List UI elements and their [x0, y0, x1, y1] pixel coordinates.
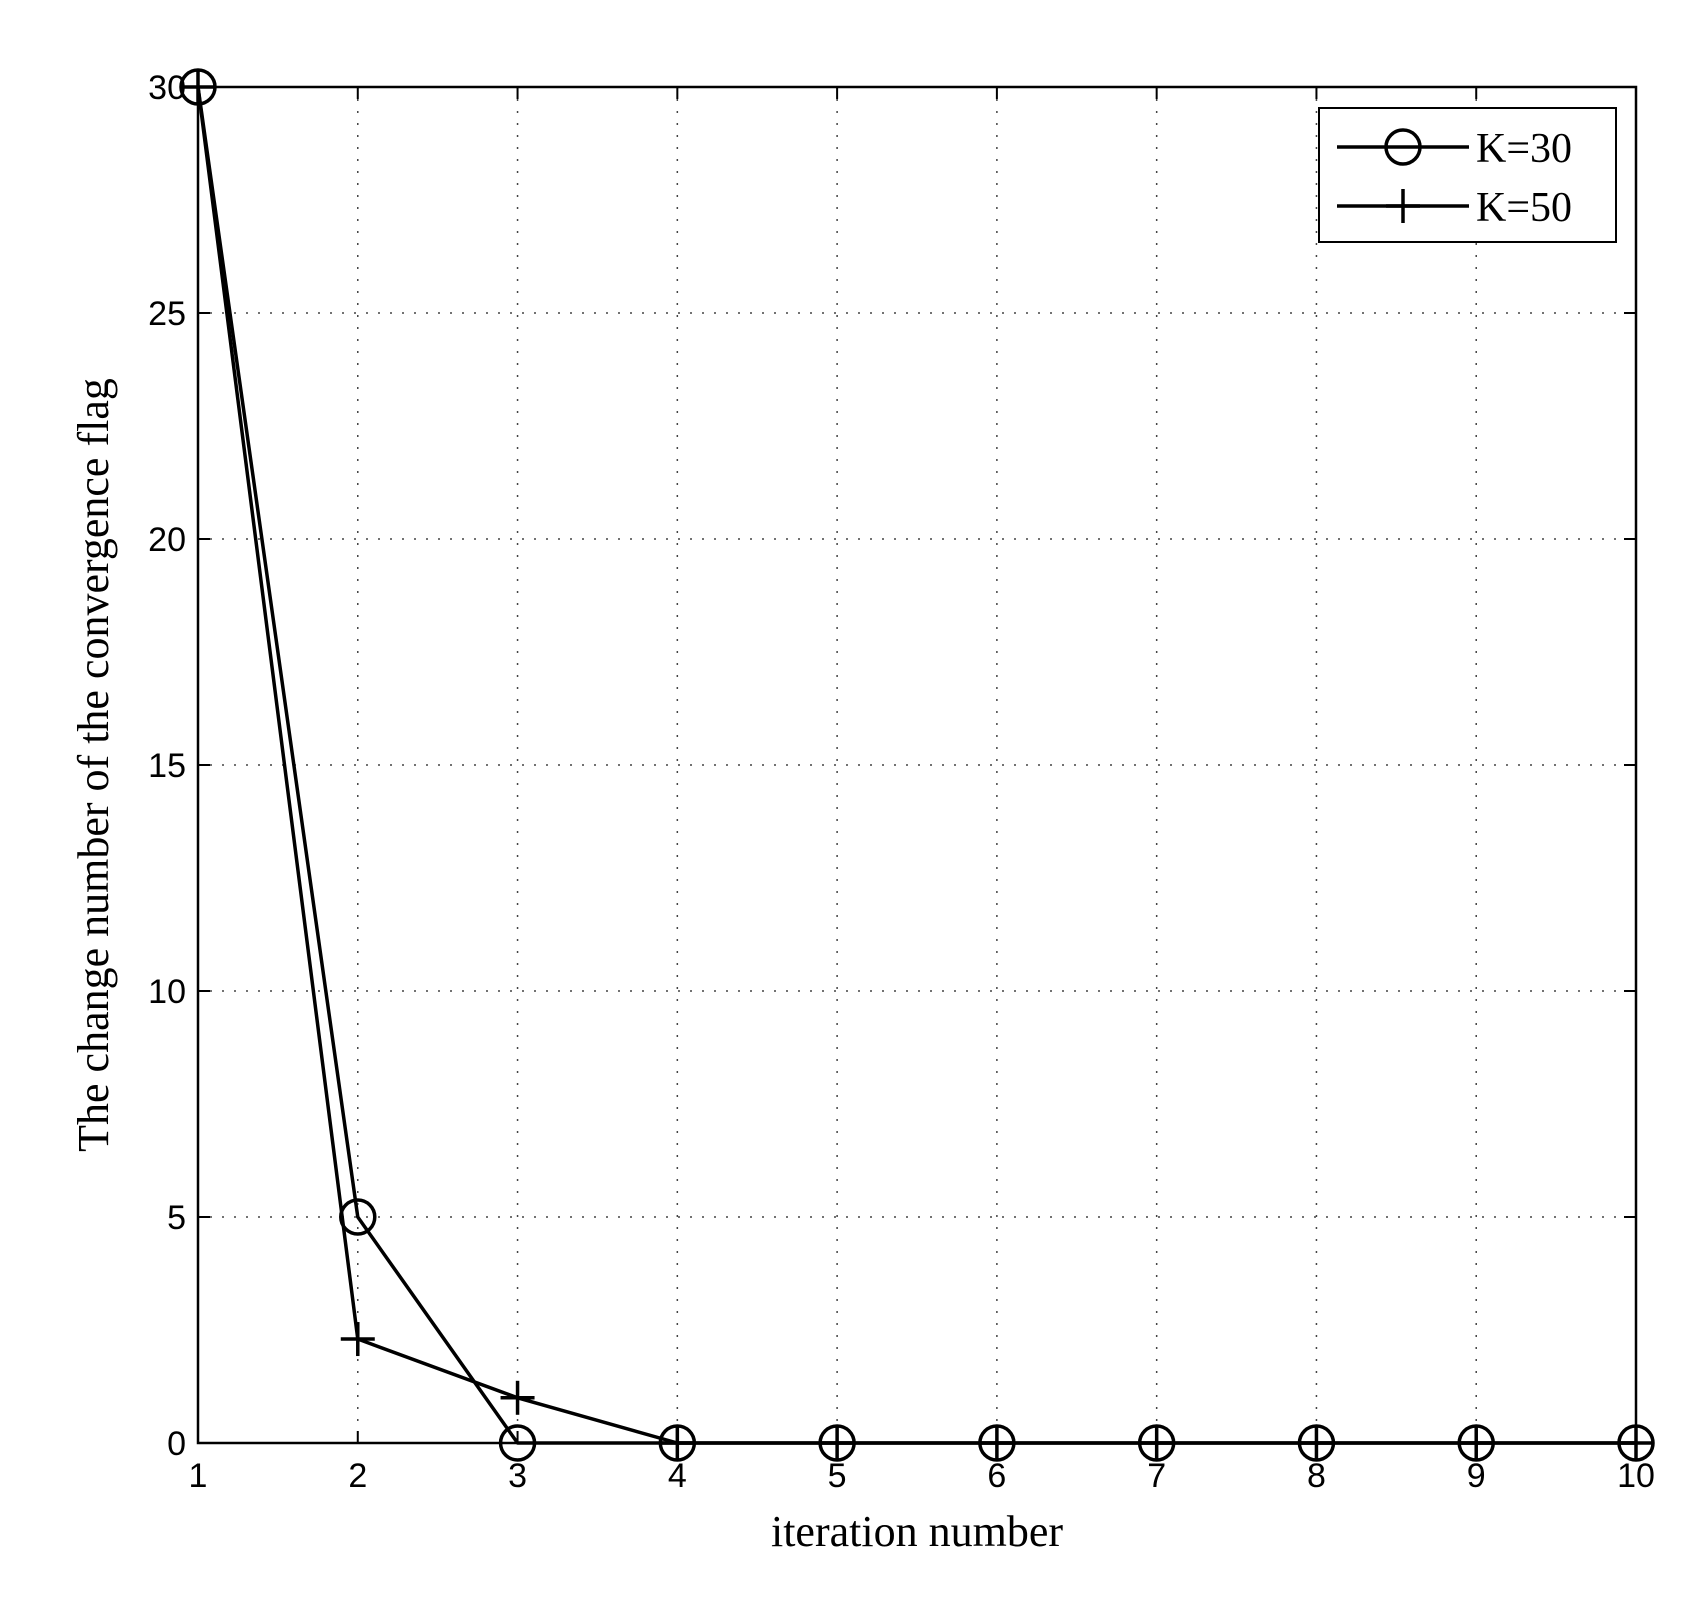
- x-tick-label: 9: [1467, 1457, 1486, 1495]
- data-point-k-50: [1299, 1426, 1334, 1460]
- data-point-k-50: [979, 1426, 1014, 1460]
- axis-ticks: [197, 86, 1637, 1444]
- y-tick-label: 20: [148, 521, 186, 559]
- x-tick-label: 4: [668, 1457, 687, 1495]
- data-point-k-30: [498, 1424, 537, 1462]
- legend-item-k-50: K=50: [1337, 185, 1572, 231]
- data-point-k-50: [820, 1426, 855, 1460]
- x-tick-label: 1: [189, 1457, 208, 1495]
- series-k-50: [181, 70, 1653, 1460]
- y-tick-label: 25: [148, 295, 186, 333]
- series-line-k-30: [196, 86, 1636, 1445]
- legend-marker-k-30: [1384, 128, 1422, 166]
- series-k-30: [179, 68, 1655, 1462]
- legend-item-k-30: K=30: [1337, 126, 1572, 172]
- x-tick-label: 6: [987, 1457, 1006, 1495]
- data-point-k-50: [1619, 1426, 1653, 1460]
- data-point-k-50: [1459, 1426, 1494, 1460]
- legend-marker-k-50: [1386, 189, 1420, 223]
- y-tick-label: 5: [167, 1199, 186, 1237]
- data-series: [179, 68, 1655, 1462]
- x-tick-label: 3: [508, 1457, 527, 1495]
- y-tick-label: 15: [148, 747, 186, 785]
- x-tick-label: 7: [1147, 1457, 1166, 1495]
- x-axis-title: iteration number: [771, 1507, 1063, 1556]
- x-tick-label: 2: [348, 1457, 367, 1495]
- plot-area-frame: [196, 85, 1638, 1445]
- x-tick-label: 5: [828, 1457, 847, 1495]
- x-axis-tick-labels: 1 2 3 4 5 6 7 8 9 10: [189, 1457, 1655, 1495]
- grid-lines: [198, 87, 1636, 1443]
- data-point-k-50: [340, 1322, 375, 1357]
- data-point-k-50: [1139, 1426, 1174, 1460]
- x-tick-label: 8: [1307, 1457, 1326, 1495]
- y-tick-label: 10: [148, 973, 186, 1011]
- data-point-k-50: [500, 1380, 535, 1415]
- y-tick-label: 0: [167, 1425, 186, 1463]
- legend: K=30 K=50: [1318, 107, 1617, 243]
- y-axis-title: The change number of the convergence fla…: [69, 378, 118, 1152]
- legend-label-k-50: K=50: [1476, 185, 1572, 231]
- legend-box: [1318, 107, 1617, 243]
- legend-label-k-30: K=30: [1476, 126, 1572, 172]
- x-tick-label: 10: [1617, 1457, 1655, 1495]
- series-line-k-50: [196, 86, 1636, 1445]
- data-point-k-50: [181, 70, 215, 104]
- data-point-k-50: [660, 1426, 695, 1460]
